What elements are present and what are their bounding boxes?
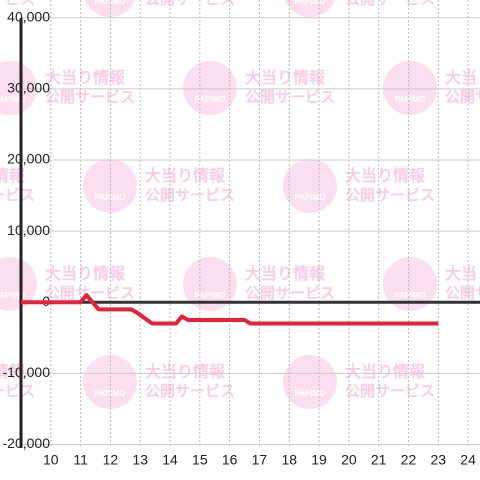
y-tick-label: 30,000	[7, 80, 50, 96]
watermark-logo	[284, 0, 336, 17]
watermark-line1: 大当り情報	[45, 264, 126, 283]
watermark-line1: 大当り情報	[45, 68, 126, 87]
watermark-logo	[0, 61, 37, 115]
watermark-logo	[0, 257, 37, 311]
watermark-line1: 大当り情報	[145, 166, 226, 185]
x-tick-label: 23	[430, 452, 446, 468]
watermark-line2: 公開サービス	[345, 187, 435, 204]
grid	[21, 0, 480, 448]
y-tick-label: -10,000	[3, 364, 51, 380]
x-tick-label: 11	[73, 452, 88, 468]
watermark-logo	[183, 257, 237, 311]
watermark-brand: PAPIMO	[195, 291, 226, 300]
watermark-line2: 公開サービス	[0, 187, 35, 204]
watermark-line2: 公開サービス	[145, 187, 235, 204]
x-tick-label: 19	[311, 452, 327, 468]
watermark-brand: PAPIMO	[195, 95, 226, 104]
x-tick-label: 12	[103, 452, 119, 468]
x-tick-label: 16	[222, 452, 238, 468]
watermark-line1: 大当り情報	[145, 362, 226, 381]
y-tick-label: 20,000	[7, 151, 50, 167]
watermark-logo	[183, 61, 237, 115]
x-tick-label: 22	[401, 452, 417, 468]
x-tick-label: 10	[43, 452, 59, 468]
watermark-logo	[283, 159, 337, 213]
x-tick-label: 20	[341, 452, 357, 468]
y-tick-label: 40,000	[7, 8, 50, 24]
x-tick-label: 14	[162, 452, 178, 468]
watermark-brand: PAPIMO	[295, 0, 326, 6]
watermark-logo	[383, 257, 437, 311]
watermark-brand: PAPIMO	[0, 95, 25, 104]
watermark-line2: 公開サービス	[0, 0, 35, 8]
watermark-brand: PAPIMO	[95, 0, 126, 6]
x-tick-label: 13	[132, 452, 148, 468]
x-tick-label: 15	[192, 452, 208, 468]
watermark-line2: 公開サービス	[345, 383, 435, 400]
watermark-line2: 公開サービス	[245, 285, 335, 302]
watermark-brand: PAPIMO	[295, 389, 326, 398]
watermark-line1: 大当り情報	[245, 264, 326, 283]
watermark-line2: 公開サービス	[245, 89, 335, 106]
watermark-logo	[283, 355, 337, 409]
y-tick-label: 10,000	[7, 222, 50, 238]
watermark-logo	[383, 61, 437, 115]
watermark-line2: 公開サービス	[445, 285, 480, 302]
watermark-line1: 大当り情報	[345, 362, 426, 381]
watermark-brand: PAPIMO	[395, 95, 426, 104]
watermark-line2: 公開サービス	[45, 89, 135, 106]
watermark-brand: PAPIMO	[395, 291, 426, 300]
watermark-line2: 公開サービス	[145, 0, 235, 8]
data-line	[21, 293, 439, 326]
x-tick-label: 17	[252, 452, 268, 468]
watermark-line2: 公開サービス	[145, 383, 235, 400]
watermark-line1: 大当り情報	[245, 68, 326, 87]
watermark-brand: PAPIMO	[295, 193, 326, 202]
watermark-line2: 公開サービス	[0, 383, 35, 400]
x-tick-label: 21	[371, 452, 387, 468]
watermark-brand: PAPIMO	[0, 291, 25, 300]
watermark-line1: 大当り情報	[345, 166, 426, 185]
watermark-line1: 大当り情報	[445, 264, 480, 283]
watermark-line1: 大当り情報	[445, 68, 480, 87]
x-tick-label: 18	[281, 452, 297, 468]
y-tick-label: -20,000	[3, 435, 51, 451]
watermark-line2: 公開サービス	[345, 0, 435, 8]
plot: 10 11 12 13 14 15 16 17 18 19 20 21 22 23 24 -20,000 -10…	[3, 8, 477, 467]
watermark-line2: 公開サービス	[45, 285, 135, 302]
x-tick-label: 24	[460, 452, 476, 468]
watermark-line2: 公開サービス	[445, 89, 480, 106]
